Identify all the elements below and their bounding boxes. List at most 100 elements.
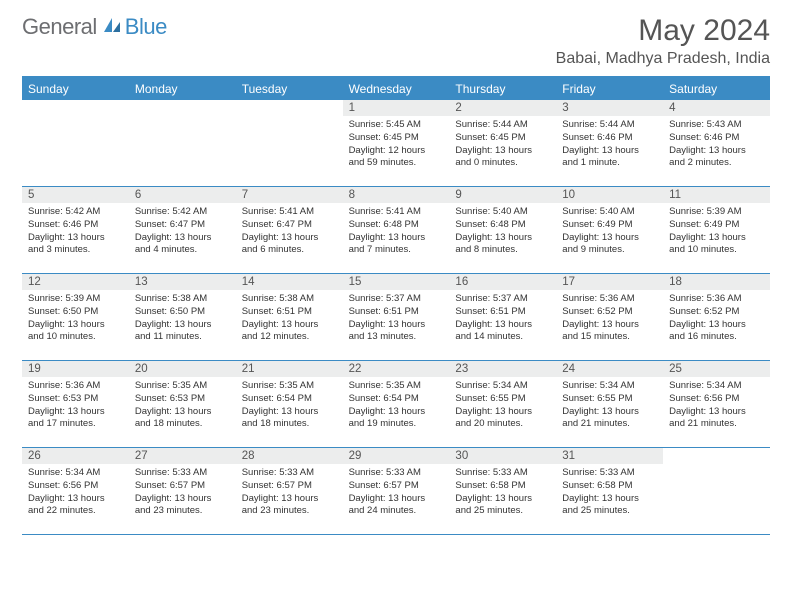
calendar: SundayMondayTuesdayWednesdayThursdayFrid…: [22, 76, 770, 535]
day-cell: 14Sunrise: 5:38 AMSunset: 6:51 PMDayligh…: [236, 274, 343, 360]
day-number: 12: [22, 274, 129, 290]
day-number: 24: [556, 361, 663, 377]
day-cell: 18Sunrise: 5:36 AMSunset: 6:52 PMDayligh…: [663, 274, 770, 360]
day-number: 18: [663, 274, 770, 290]
day-cell: 17Sunrise: 5:36 AMSunset: 6:52 PMDayligh…: [556, 274, 663, 360]
day-number: 22: [343, 361, 450, 377]
brand-text-2: Blue: [125, 14, 167, 40]
day-details: Sunrise: 5:42 AMSunset: 6:46 PMDaylight:…: [22, 203, 129, 261]
day-cell: 7Sunrise: 5:41 AMSunset: 6:47 PMDaylight…: [236, 187, 343, 273]
day-details: Sunrise: 5:39 AMSunset: 6:50 PMDaylight:…: [22, 290, 129, 348]
month-title: May 2024: [556, 14, 770, 48]
day-cell: 5Sunrise: 5:42 AMSunset: 6:46 PMDaylight…: [22, 187, 129, 273]
day-number: 1: [343, 100, 450, 116]
day-details: Sunrise: 5:35 AMSunset: 6:53 PMDaylight:…: [129, 377, 236, 435]
day-cell: 13Sunrise: 5:38 AMSunset: 6:50 PMDayligh…: [129, 274, 236, 360]
day-cell: 2Sunrise: 5:44 AMSunset: 6:45 PMDaylight…: [449, 100, 556, 186]
sail-icon: [102, 16, 122, 39]
day-details: Sunrise: 5:38 AMSunset: 6:51 PMDaylight:…: [236, 290, 343, 348]
week-row: 12Sunrise: 5:39 AMSunset: 6:50 PMDayligh…: [22, 274, 770, 361]
day-cell: 23Sunrise: 5:34 AMSunset: 6:55 PMDayligh…: [449, 361, 556, 447]
day-cell: 4Sunrise: 5:43 AMSunset: 6:46 PMDaylight…: [663, 100, 770, 186]
day-number: 26: [22, 448, 129, 464]
day-cell: 31Sunrise: 5:33 AMSunset: 6:58 PMDayligh…: [556, 448, 663, 534]
day-cell: 20Sunrise: 5:35 AMSunset: 6:53 PMDayligh…: [129, 361, 236, 447]
day-cell: 16Sunrise: 5:37 AMSunset: 6:51 PMDayligh…: [449, 274, 556, 360]
day-cell: 21Sunrise: 5:35 AMSunset: 6:54 PMDayligh…: [236, 361, 343, 447]
day-cell: 15Sunrise: 5:37 AMSunset: 6:51 PMDayligh…: [343, 274, 450, 360]
day-details: Sunrise: 5:40 AMSunset: 6:49 PMDaylight:…: [556, 203, 663, 261]
day-cell: 30Sunrise: 5:33 AMSunset: 6:58 PMDayligh…: [449, 448, 556, 534]
day-number: 19: [22, 361, 129, 377]
day-cell: 1Sunrise: 5:45 AMSunset: 6:45 PMDaylight…: [343, 100, 450, 186]
day-details: Sunrise: 5:36 AMSunset: 6:52 PMDaylight:…: [556, 290, 663, 348]
day-number: 3: [556, 100, 663, 116]
day-number: 17: [556, 274, 663, 290]
day-details: Sunrise: 5:35 AMSunset: 6:54 PMDaylight:…: [236, 377, 343, 435]
day-number: 31: [556, 448, 663, 464]
day-details: Sunrise: 5:35 AMSunset: 6:54 PMDaylight:…: [343, 377, 450, 435]
day-details: Sunrise: 5:39 AMSunset: 6:49 PMDaylight:…: [663, 203, 770, 261]
day-cell: 8Sunrise: 5:41 AMSunset: 6:48 PMDaylight…: [343, 187, 450, 273]
weekday-label: Thursday: [449, 78, 556, 100]
day-details: Sunrise: 5:34 AMSunset: 6:55 PMDaylight:…: [449, 377, 556, 435]
weekday-label: Saturday: [663, 78, 770, 100]
day-cell: 10Sunrise: 5:40 AMSunset: 6:49 PMDayligh…: [556, 187, 663, 273]
day-details: Sunrise: 5:33 AMSunset: 6:58 PMDaylight:…: [556, 464, 663, 522]
week-row: 1Sunrise: 5:45 AMSunset: 6:45 PMDaylight…: [22, 100, 770, 187]
day-cell: [236, 100, 343, 186]
day-number: 15: [343, 274, 450, 290]
day-details: Sunrise: 5:34 AMSunset: 6:56 PMDaylight:…: [663, 377, 770, 435]
day-details: Sunrise: 5:34 AMSunset: 6:56 PMDaylight:…: [22, 464, 129, 522]
weeks-container: 1Sunrise: 5:45 AMSunset: 6:45 PMDaylight…: [22, 100, 770, 535]
title-block: May 2024 Babai, Madhya Pradesh, India: [556, 14, 770, 68]
weekday-label: Monday: [129, 78, 236, 100]
weekday-label: Friday: [556, 78, 663, 100]
day-details: Sunrise: 5:37 AMSunset: 6:51 PMDaylight:…: [343, 290, 450, 348]
day-number: 7: [236, 187, 343, 203]
weekday-label: Tuesday: [236, 78, 343, 100]
day-cell: 11Sunrise: 5:39 AMSunset: 6:49 PMDayligh…: [663, 187, 770, 273]
day-cell: 19Sunrise: 5:36 AMSunset: 6:53 PMDayligh…: [22, 361, 129, 447]
day-cell: 28Sunrise: 5:33 AMSunset: 6:57 PMDayligh…: [236, 448, 343, 534]
day-cell: 3Sunrise: 5:44 AMSunset: 6:46 PMDaylight…: [556, 100, 663, 186]
day-details: Sunrise: 5:44 AMSunset: 6:45 PMDaylight:…: [449, 116, 556, 174]
day-number: 2: [449, 100, 556, 116]
day-cell: 27Sunrise: 5:33 AMSunset: 6:57 PMDayligh…: [129, 448, 236, 534]
day-number: 20: [129, 361, 236, 377]
day-number: 21: [236, 361, 343, 377]
day-details: Sunrise: 5:42 AMSunset: 6:47 PMDaylight:…: [129, 203, 236, 261]
day-details: Sunrise: 5:33 AMSunset: 6:57 PMDaylight:…: [129, 464, 236, 522]
day-number: 27: [129, 448, 236, 464]
day-cell: 25Sunrise: 5:34 AMSunset: 6:56 PMDayligh…: [663, 361, 770, 447]
day-number: 11: [663, 187, 770, 203]
day-cell: 24Sunrise: 5:34 AMSunset: 6:55 PMDayligh…: [556, 361, 663, 447]
day-details: Sunrise: 5:33 AMSunset: 6:58 PMDaylight:…: [449, 464, 556, 522]
day-number: 23: [449, 361, 556, 377]
week-row: 19Sunrise: 5:36 AMSunset: 6:53 PMDayligh…: [22, 361, 770, 448]
day-details: Sunrise: 5:40 AMSunset: 6:48 PMDaylight:…: [449, 203, 556, 261]
day-number: 10: [556, 187, 663, 203]
day-details: Sunrise: 5:37 AMSunset: 6:51 PMDaylight:…: [449, 290, 556, 348]
day-cell: 9Sunrise: 5:40 AMSunset: 6:48 PMDaylight…: [449, 187, 556, 273]
day-details: Sunrise: 5:33 AMSunset: 6:57 PMDaylight:…: [236, 464, 343, 522]
day-cell: 12Sunrise: 5:39 AMSunset: 6:50 PMDayligh…: [22, 274, 129, 360]
day-details: Sunrise: 5:43 AMSunset: 6:46 PMDaylight:…: [663, 116, 770, 174]
day-number: 8: [343, 187, 450, 203]
day-details: Sunrise: 5:38 AMSunset: 6:50 PMDaylight:…: [129, 290, 236, 348]
day-number: 28: [236, 448, 343, 464]
weekday-header: SundayMondayTuesdayWednesdayThursdayFrid…: [22, 78, 770, 100]
day-details: Sunrise: 5:45 AMSunset: 6:45 PMDaylight:…: [343, 116, 450, 174]
day-number: 9: [449, 187, 556, 203]
location: Babai, Madhya Pradesh, India: [556, 50, 770, 68]
day-number: 16: [449, 274, 556, 290]
day-cell: [22, 100, 129, 186]
day-number: 4: [663, 100, 770, 116]
day-details: Sunrise: 5:36 AMSunset: 6:52 PMDaylight:…: [663, 290, 770, 348]
day-details: Sunrise: 5:36 AMSunset: 6:53 PMDaylight:…: [22, 377, 129, 435]
day-cell: 6Sunrise: 5:42 AMSunset: 6:47 PMDaylight…: [129, 187, 236, 273]
brand-text-1: General: [22, 14, 97, 40]
brand-logo: General Blue: [22, 14, 167, 40]
day-cell: [663, 448, 770, 534]
day-number: 5: [22, 187, 129, 203]
